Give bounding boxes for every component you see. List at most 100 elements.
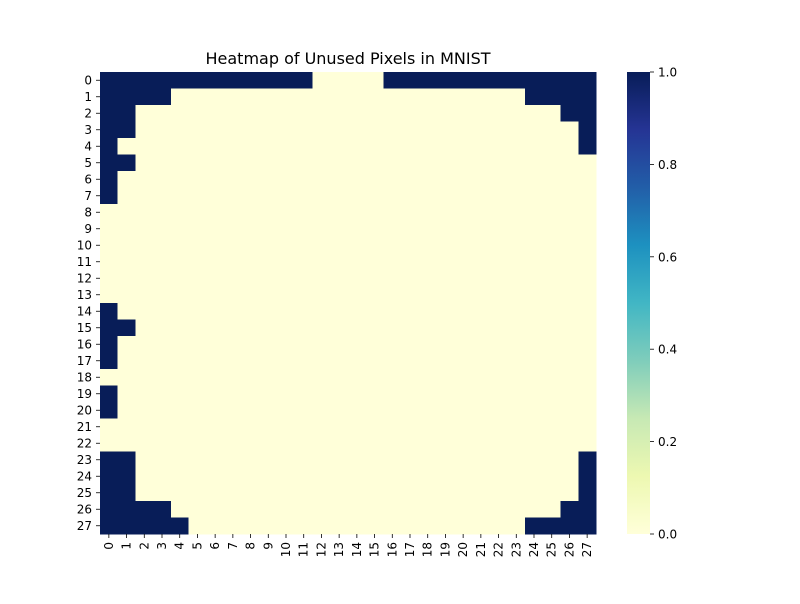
heatmap-cell — [436, 402, 455, 419]
heatmap-cell — [436, 187, 455, 205]
heatmap-cell — [578, 72, 597, 89]
y-tick-label: 7 — [84, 189, 92, 203]
heatmap-cell — [472, 121, 491, 139]
x-tick-label: 15 — [368, 542, 382, 557]
heatmap-cell — [418, 237, 437, 254]
heatmap-cell — [401, 418, 420, 436]
heatmap-cell — [348, 352, 367, 370]
heatmap-cell — [383, 105, 402, 122]
heatmap-cell — [542, 138, 561, 155]
heatmap-cell — [206, 484, 225, 502]
heatmap-cell — [153, 484, 172, 502]
heatmap-cell — [472, 204, 491, 221]
heatmap-cell — [312, 253, 331, 271]
heatmap-cell — [542, 319, 561, 337]
heatmap-cell — [170, 88, 189, 106]
heatmap-cell — [294, 402, 313, 419]
heatmap-cell — [170, 501, 189, 518]
heatmap-cell — [330, 468, 349, 485]
heatmap-cell — [542, 402, 561, 419]
heatmap-cell — [560, 187, 579, 205]
heatmap-cell — [436, 88, 455, 106]
heatmap-cell — [312, 105, 331, 122]
heatmap-cell — [542, 451, 561, 469]
heatmap-cell — [135, 72, 154, 89]
heatmap-cell — [507, 105, 526, 122]
heatmap-cell — [525, 88, 544, 106]
heatmap-cell — [206, 237, 225, 254]
heatmap-cell — [418, 369, 437, 386]
heatmap-cell — [188, 88, 207, 106]
heatmap-cell — [259, 270, 278, 287]
heatmap-cell — [100, 385, 119, 403]
heatmap-cell — [294, 138, 313, 155]
heatmap-cell — [330, 121, 349, 139]
heatmap-cell — [418, 187, 437, 205]
heatmap-cell — [578, 484, 597, 502]
heatmap-cell — [100, 286, 119, 304]
y-tick-label: 6 — [84, 172, 92, 186]
heatmap-cell — [312, 237, 331, 254]
heatmap-cell — [312, 402, 331, 419]
heatmap-cell — [224, 286, 243, 304]
heatmap-cell — [348, 220, 367, 238]
heatmap-cell — [365, 171, 384, 188]
x-tick-label: 2 — [137, 542, 151, 550]
heatmap-cell — [454, 154, 473, 172]
heatmap-cell — [507, 402, 526, 419]
heatmap-cell — [170, 303, 189, 320]
heatmap-cell — [383, 154, 402, 172]
x-tick-label: 24 — [527, 542, 541, 557]
heatmap-cell — [259, 105, 278, 122]
heatmap-cell — [472, 418, 491, 436]
heatmap-cell — [472, 88, 491, 106]
heatmap-cell — [224, 237, 243, 254]
x-tick-label: 26 — [562, 542, 576, 557]
heatmap-cell — [525, 121, 544, 139]
heatmap-cell — [489, 418, 508, 436]
heatmap-cell — [454, 468, 473, 485]
heatmap-cell — [348, 105, 367, 122]
heatmap-cell — [259, 237, 278, 254]
heatmap-cell — [418, 154, 437, 172]
heatmap-cell — [542, 484, 561, 502]
heatmap-cell — [365, 204, 384, 221]
heatmap-cell — [472, 369, 491, 386]
heatmap-cell — [294, 88, 313, 106]
heatmap-cell — [294, 72, 313, 89]
heatmap-cell — [578, 468, 597, 485]
heatmap-cell — [560, 220, 579, 238]
heatmap-cell — [489, 237, 508, 254]
heatmap-cell — [507, 369, 526, 386]
heatmap-cell — [383, 484, 402, 502]
heatmap-cell — [135, 484, 154, 502]
heatmap-cell — [436, 138, 455, 155]
x-tick-label: 17 — [403, 542, 417, 557]
heatmap-cell — [224, 468, 243, 485]
heatmap-cell — [277, 303, 296, 320]
heatmap-cell — [348, 121, 367, 139]
heatmap-cell — [489, 72, 508, 89]
heatmap-cell — [117, 303, 136, 320]
heatmap-cell — [560, 435, 579, 452]
heatmap-cell — [542, 501, 561, 518]
heatmap-cell — [277, 451, 296, 469]
heatmap-cell — [418, 385, 437, 403]
heatmap-cell — [436, 369, 455, 386]
heatmap-cell — [294, 369, 313, 386]
heatmap-cell — [436, 352, 455, 370]
heatmap-cell — [383, 72, 402, 89]
heatmap-cell — [507, 385, 526, 403]
heatmap-cell — [401, 187, 420, 205]
heatmap-cell — [188, 501, 207, 518]
heatmap-cell — [277, 385, 296, 403]
heatmap-cell — [560, 237, 579, 254]
y-tick-label: 25 — [77, 486, 92, 500]
heatmap-cell — [117, 105, 136, 122]
heatmap-cell — [365, 237, 384, 254]
heatmap-cell — [436, 385, 455, 403]
x-tick-label: 5 — [190, 542, 204, 550]
heatmap-cell — [454, 88, 473, 106]
heatmap-cell — [418, 319, 437, 337]
